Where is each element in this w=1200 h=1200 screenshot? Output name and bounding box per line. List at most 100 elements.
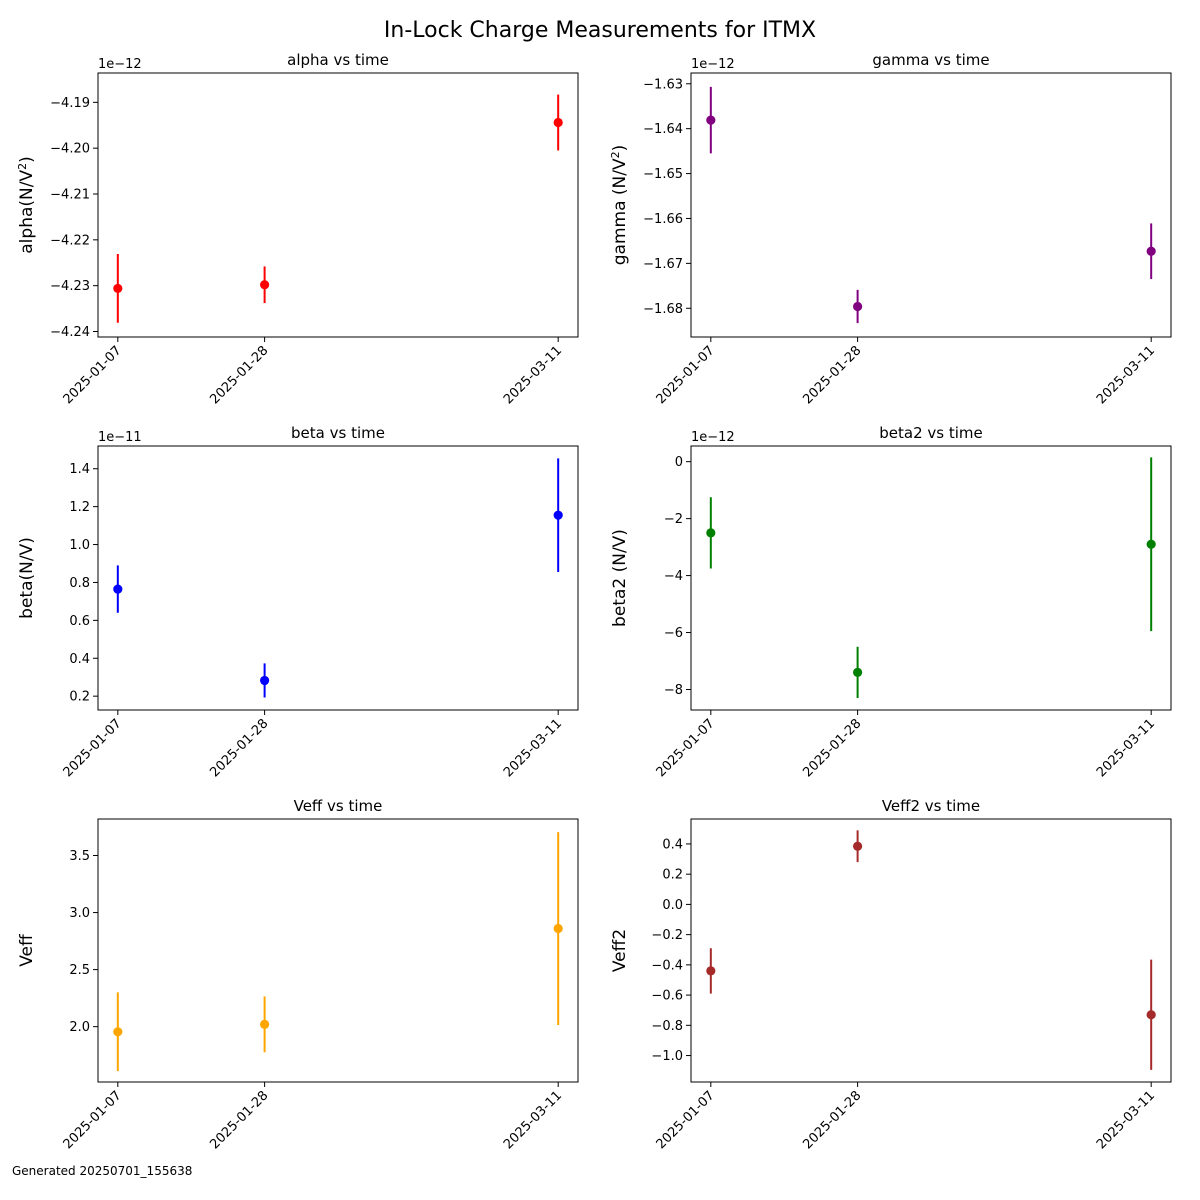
axis-multiplier: 1e−11 <box>98 430 142 445</box>
data-point <box>706 115 716 125</box>
y-tick-label: 0.0 <box>662 898 683 913</box>
subplot-title: beta vs time <box>291 424 385 442</box>
x-tick-label: 2025-01-07 <box>654 343 718 407</box>
y-tick-label: 1.2 <box>69 500 90 515</box>
y-tick-label: 0.2 <box>69 690 90 705</box>
y-axis-label: Veff <box>17 933 37 967</box>
x-tick-label: 2025-01-28 <box>207 343 271 407</box>
y-tick-label: −2 <box>664 512 683 527</box>
data-point <box>113 283 123 294</box>
y-axis-label-text: beta2 (N/V) <box>610 529 630 627</box>
data-point <box>260 280 270 290</box>
y-axis-label-text: beta(N/V) <box>17 537 37 619</box>
subplot-3: beta vs time 1e−11 0.2 0.4 0.6 0.8 1.0 1.2 1.4 be… <box>17 424 579 780</box>
y-tick-label: −1.0 <box>651 1049 683 1064</box>
x-tick-label: 2025-03-11 <box>501 343 565 407</box>
subplot-title: Veff vs time <box>294 797 383 815</box>
y-tick-label: −4.22 <box>50 233 90 248</box>
y-tick-label: 0.8 <box>69 576 90 591</box>
y-tick-label: −4 <box>664 569 683 584</box>
y-tick-label: 0.4 <box>662 837 683 852</box>
figure-title: In-Lock Charge Measurements for ITMX <box>383 18 817 43</box>
y-axis-label-superscript: 2 <box>609 151 622 158</box>
x-tick-label: 2025-01-28 <box>800 716 864 780</box>
y-axis-label-text: gamma (N/V <box>610 158 630 265</box>
axes-frame <box>97 445 579 711</box>
y-tick-label: −0.2 <box>651 928 683 943</box>
subplot-title: Veff2 vs time <box>882 797 980 815</box>
data-point <box>260 675 270 686</box>
y-tick-label: 0 <box>675 455 683 470</box>
y-axis-label: beta(N/V) <box>17 537 37 619</box>
y-tick-label: −0.6 <box>651 989 683 1004</box>
y-tick-label: −1.65 <box>643 167 683 182</box>
axes-frame <box>690 445 1172 711</box>
data-point <box>553 117 563 128</box>
data-point <box>853 301 863 312</box>
data-point <box>553 923 563 934</box>
data-point <box>1146 246 1156 256</box>
y-tick-label: 2.0 <box>69 1020 90 1035</box>
y-tick-label: 3.0 <box>69 906 90 921</box>
y-tick-label: −1.63 <box>643 77 683 92</box>
x-tick-label: 2025-01-07 <box>61 343 125 407</box>
y-tick-label: −8 <box>664 683 683 698</box>
y-axis-label: beta2 (N/V) <box>610 529 630 627</box>
y-tick-label: −6 <box>664 626 683 641</box>
x-tick-label: 2025-01-07 <box>654 716 718 780</box>
y-tick-label: 2.5 <box>69 963 90 978</box>
x-tick-label: 2025-01-28 <box>207 716 271 780</box>
y-tick-label: 1.0 <box>69 538 90 553</box>
axes-frame <box>97 818 579 1083</box>
y-tick-label: −1.68 <box>643 302 683 317</box>
y-axis-label-text: Veff <box>17 933 37 967</box>
y-tick-label: −1.66 <box>643 212 683 227</box>
axis-multiplier: 1e−12 <box>98 57 142 72</box>
axis-multiplier: 1e−12 <box>691 57 735 72</box>
x-tick-label: 2025-01-28 <box>800 343 864 407</box>
x-tick-label: 2025-01-28 <box>207 1088 271 1152</box>
data-point <box>706 966 716 976</box>
x-tick-label: 2025-01-07 <box>61 716 125 780</box>
data-point <box>706 528 716 538</box>
subplot-5: Veff vs time 2.0 2.5 3.0 3.5 Veff 2025-01-07 20… <box>17 797 579 1152</box>
x-tick-label: 2025-03-11 <box>501 1088 565 1152</box>
y-tick-label: 0.4 <box>69 652 90 667</box>
y-tick-label: −0.4 <box>651 958 683 973</box>
data-point <box>1146 539 1156 549</box>
axes-frame <box>97 72 579 338</box>
y-tick-label: −4.19 <box>50 96 90 111</box>
data-point <box>553 510 563 520</box>
x-tick-label: 2025-01-07 <box>654 1088 718 1152</box>
subplot-title: alpha vs time <box>287 51 389 69</box>
y-tick-label: −4.21 <box>50 188 90 203</box>
y-tick-label: −1.64 <box>643 122 683 137</box>
subplot-2: gamma vs time 1e−12 −1.68 −1.67 −1.66 −1.65 −1… <box>609 51 1172 407</box>
x-tick-label: 2025-03-11 <box>501 716 565 780</box>
axes-frame <box>690 818 1172 1083</box>
axis-multiplier: 1e−12 <box>691 430 735 445</box>
generated-footer: Generated 20250701_155638 <box>12 1164 193 1178</box>
subplot-title: beta2 vs time <box>879 424 982 442</box>
y-tick-label: 0.2 <box>662 868 683 883</box>
y-axis-label: alpha(N/V2) <box>16 156 38 253</box>
data-point <box>113 584 123 594</box>
data-point <box>853 841 863 851</box>
data-point <box>113 1027 123 1037</box>
y-axis-label-tail: ) <box>17 156 37 163</box>
y-axis-label-text: Veff2 <box>610 929 630 972</box>
axes-frame <box>690 72 1172 338</box>
data-point <box>1146 1010 1156 1020</box>
y-tick-label: −4.23 <box>50 279 90 294</box>
y-tick-label: 3.5 <box>69 849 90 864</box>
x-tick-label: 2025-03-11 <box>1094 1088 1158 1152</box>
y-tick-label: −0.8 <box>651 1019 683 1034</box>
y-axis-label-tail: ) <box>610 145 630 152</box>
subplot-6: Veff2 vs time −1.0 −0.8 −0.6 −0.4 −0.2 0.0 0.2 0… <box>610 797 1172 1152</box>
y-tick-label: 0.6 <box>69 614 90 629</box>
x-tick-label: 2025-03-11 <box>1094 343 1158 407</box>
subplot-4: beta2 vs time 1e−12 −8 −6 −4 −2 0 beta2 (N/V) 20… <box>610 424 1172 780</box>
x-tick-label: 2025-01-28 <box>800 1088 864 1152</box>
y-tick-label: 1.4 <box>69 462 90 477</box>
